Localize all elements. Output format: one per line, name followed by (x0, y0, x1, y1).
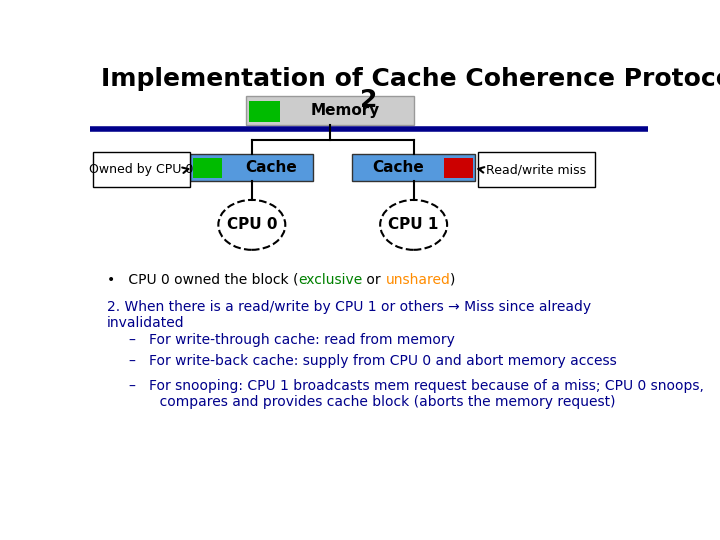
Text: Implementation of Cache Coherence Protocol --: Implementation of Cache Coherence Protoc… (101, 67, 720, 91)
Text: unshared: unshared (385, 273, 451, 287)
Text: Memory: Memory (310, 103, 380, 118)
Text: Cache: Cache (245, 160, 297, 175)
Text: exclusive: exclusive (298, 273, 362, 287)
Text: or: or (362, 273, 385, 287)
FancyBboxPatch shape (444, 158, 473, 178)
Text: 2: 2 (360, 87, 378, 112)
Circle shape (218, 200, 285, 250)
Text: ): ) (451, 273, 456, 287)
FancyBboxPatch shape (246, 96, 414, 125)
Text: •   CPU 0 owned the block (: • CPU 0 owned the block ( (107, 273, 298, 287)
FancyBboxPatch shape (193, 158, 222, 178)
Text: –   For write-through cache: read from memory: – For write-through cache: read from mem… (129, 333, 455, 347)
FancyBboxPatch shape (249, 100, 279, 122)
Circle shape (380, 200, 447, 250)
FancyBboxPatch shape (93, 152, 190, 187)
Text: Cache: Cache (372, 160, 424, 175)
FancyBboxPatch shape (190, 154, 313, 181)
Text: CPU 1: CPU 1 (389, 218, 438, 232)
Text: CPU 0: CPU 0 (227, 218, 277, 232)
FancyBboxPatch shape (478, 152, 595, 187)
Text: 2. When there is a read/write by CPU 1 or others → Miss since already
invalidate: 2. When there is a read/write by CPU 1 o… (107, 300, 591, 330)
Text: –   For snooping: CPU 1 broadcasts mem request because of a miss; CPU 0 snoops,
: – For snooping: CPU 1 broadcasts mem req… (129, 379, 704, 409)
Text: –   For write-back cache: supply from CPU 0 and abort memory access: – For write-back cache: supply from CPU … (129, 354, 617, 368)
Text: Read/write miss: Read/write miss (486, 163, 587, 176)
Text: Owned by CPU 0: Owned by CPU 0 (89, 163, 194, 176)
FancyBboxPatch shape (352, 154, 475, 181)
